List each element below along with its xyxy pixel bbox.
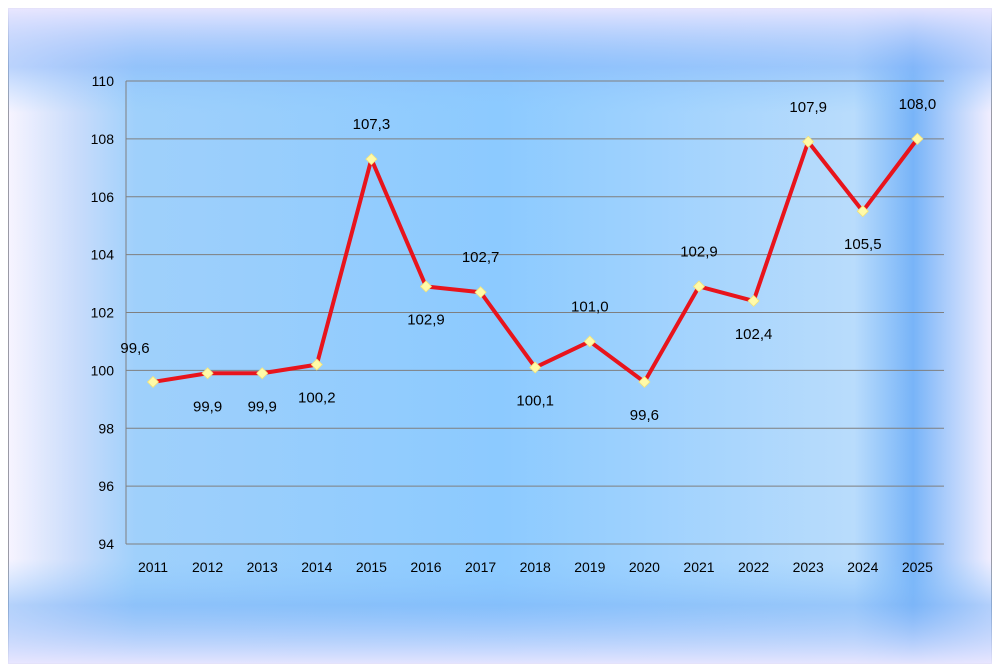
- data-label: 100,2: [298, 390, 336, 407]
- data-label: 99,9: [193, 398, 222, 415]
- data-point-marker: [529, 361, 542, 374]
- y-tick-labels: 94 96 98 100 102 104 106 108 110: [91, 73, 115, 552]
- data-point-marker: [747, 294, 760, 307]
- data-point-marker: [201, 367, 214, 380]
- x-tick-label: 2018: [520, 559, 551, 575]
- data-label: 107,9: [789, 99, 827, 116]
- data-point-marker: [583, 335, 596, 348]
- series-layer: [146, 132, 924, 389]
- data-label: 105,5: [844, 236, 882, 253]
- data-label: 102,9: [680, 243, 718, 260]
- data-point-marker: [419, 280, 433, 293]
- x-tick-label: 2023: [793, 559, 824, 575]
- x-tick-labels: 2011 2012 2013 2014 2015 2016 2017 2018 2019 2020…: [138, 559, 933, 575]
- chart-frame: 94 96 98 100 102 104 106 108 110 2011 2012 2013 201…: [8, 8, 992, 664]
- data-point-marker: [692, 280, 706, 293]
- x-tick-label: 2011: [138, 559, 168, 575]
- data-point-marker: [474, 286, 487, 299]
- data-label: 100,1: [516, 392, 554, 409]
- x-tick-label: 2019: [574, 559, 605, 575]
- x-tick-label: 2012: [192, 559, 223, 575]
- data-point-marker: [802, 135, 815, 148]
- data-label: 99,6: [120, 340, 149, 357]
- y-tick-label: 94: [98, 536, 114, 552]
- y-tick-label: 110: [92, 73, 115, 89]
- y-tick-label: 100: [91, 362, 115, 378]
- x-tick-label: 2024: [847, 559, 878, 575]
- data-label: 101,0: [571, 298, 609, 315]
- data-labels: 99,6 99,9 99,9 100,2 107,3 102,9 102,7 100,1 101…: [120, 96, 936, 424]
- axes: [125, 81, 944, 545]
- y-tick-label: 102: [91, 305, 115, 321]
- data-point-marker: [365, 153, 378, 166]
- x-tick-label: 2015: [356, 559, 387, 575]
- y-tick-label: 108: [91, 131, 115, 147]
- y-tick-label: 98: [98, 420, 114, 436]
- x-tick-label: 2022: [738, 559, 769, 575]
- data-label: 99,6: [630, 407, 659, 424]
- x-tick-label: 2020: [629, 559, 660, 575]
- data-label: 102,7: [462, 249, 500, 266]
- x-tick-label: 2017: [465, 559, 496, 575]
- y-tick-label: 104: [91, 247, 115, 263]
- x-tick-label: 2016: [410, 559, 441, 575]
- data-point-marker: [638, 375, 651, 389]
- data-label: 99,9: [248, 398, 277, 415]
- data-point-marker: [146, 375, 160, 389]
- data-label: 108,0: [899, 96, 937, 113]
- data-point-marker: [256, 367, 269, 380]
- x-tick-label: 2013: [247, 559, 278, 575]
- data-point-marker: [310, 358, 323, 371]
- y-tick-label: 106: [91, 189, 115, 205]
- data-label: 107,3: [353, 116, 391, 133]
- data-label: 102,4: [735, 326, 773, 343]
- data-point-marker: [911, 132, 924, 145]
- data-point-marker: [856, 205, 869, 218]
- x-tick-label: 2021: [683, 559, 714, 575]
- y-tick-label: 96: [98, 478, 114, 494]
- x-tick-label: 2025: [902, 559, 933, 575]
- data-label: 102,9: [407, 311, 445, 328]
- frame-background: [8, 8, 992, 664]
- x-tick-label: 2014: [301, 559, 332, 575]
